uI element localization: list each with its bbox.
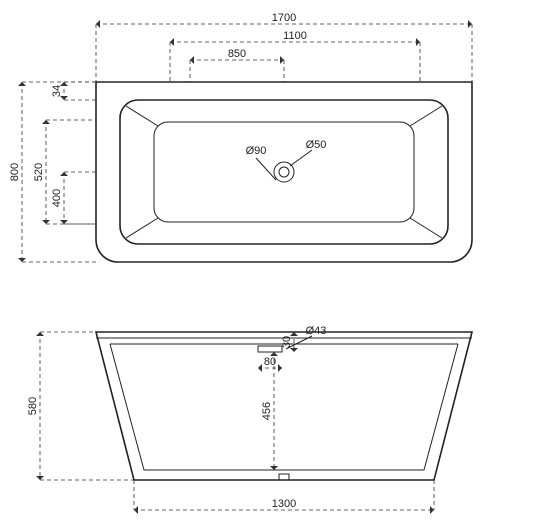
vdim-left-3-label: 34 bbox=[51, 85, 63, 97]
arrowhead bbox=[170, 38, 174, 46]
side-base-width-label: 1300 bbox=[272, 498, 296, 510]
arrowhead bbox=[278, 364, 282, 372]
top-basin-slope bbox=[126, 218, 158, 238]
arrowhead bbox=[270, 466, 278, 470]
arrowhead bbox=[18, 82, 26, 86]
vdim-left-2-label: 400 bbox=[51, 189, 63, 207]
arrowhead bbox=[258, 364, 262, 372]
arrowhead bbox=[36, 332, 44, 336]
arrowhead bbox=[36, 476, 44, 480]
drain-label-50: Ø50 bbox=[306, 139, 327, 151]
arrowhead bbox=[60, 220, 68, 224]
drain-label-90: Ø90 bbox=[246, 145, 267, 157]
top-basin-slope bbox=[410, 218, 442, 238]
hdim-top-2-label: 850 bbox=[228, 48, 246, 60]
vdim-left-1-label: 520 bbox=[33, 163, 45, 181]
arrowhead bbox=[18, 258, 26, 262]
arrowhead bbox=[270, 352, 278, 356]
arrowhead bbox=[134, 506, 138, 514]
overflow-dia-label: Ø43 bbox=[306, 325, 327, 337]
arrowhead bbox=[42, 120, 50, 124]
arrowhead bbox=[60, 172, 68, 176]
drain-callout-90 bbox=[256, 158, 276, 180]
arrowhead bbox=[468, 20, 472, 28]
hdim-top-0-label: 1700 bbox=[272, 12, 296, 24]
top-basin-slope bbox=[126, 106, 158, 126]
overflow-slot bbox=[258, 346, 282, 352]
drain-callout-50 bbox=[290, 150, 312, 166]
side-inner-height-label: 456 bbox=[261, 402, 273, 420]
vdim-left-0-label: 800 bbox=[9, 163, 21, 181]
arrowhead bbox=[96, 20, 100, 28]
arrowhead bbox=[280, 56, 284, 64]
arrowhead bbox=[416, 38, 420, 46]
arrowhead bbox=[42, 220, 50, 224]
side-drain-notch bbox=[279, 474, 289, 480]
side-outer bbox=[96, 332, 472, 480]
top-outer-shell bbox=[96, 82, 472, 262]
arrowhead bbox=[430, 506, 434, 514]
arrowhead bbox=[190, 56, 194, 64]
hdim-top-1-label: 1100 bbox=[283, 30, 307, 42]
side-height-label: 580 bbox=[27, 397, 39, 415]
top-basin-floor bbox=[154, 122, 414, 222]
overflow-h-label: 30 bbox=[281, 336, 293, 348]
top-basin-slope bbox=[410, 106, 442, 126]
drain-inner bbox=[279, 167, 289, 177]
